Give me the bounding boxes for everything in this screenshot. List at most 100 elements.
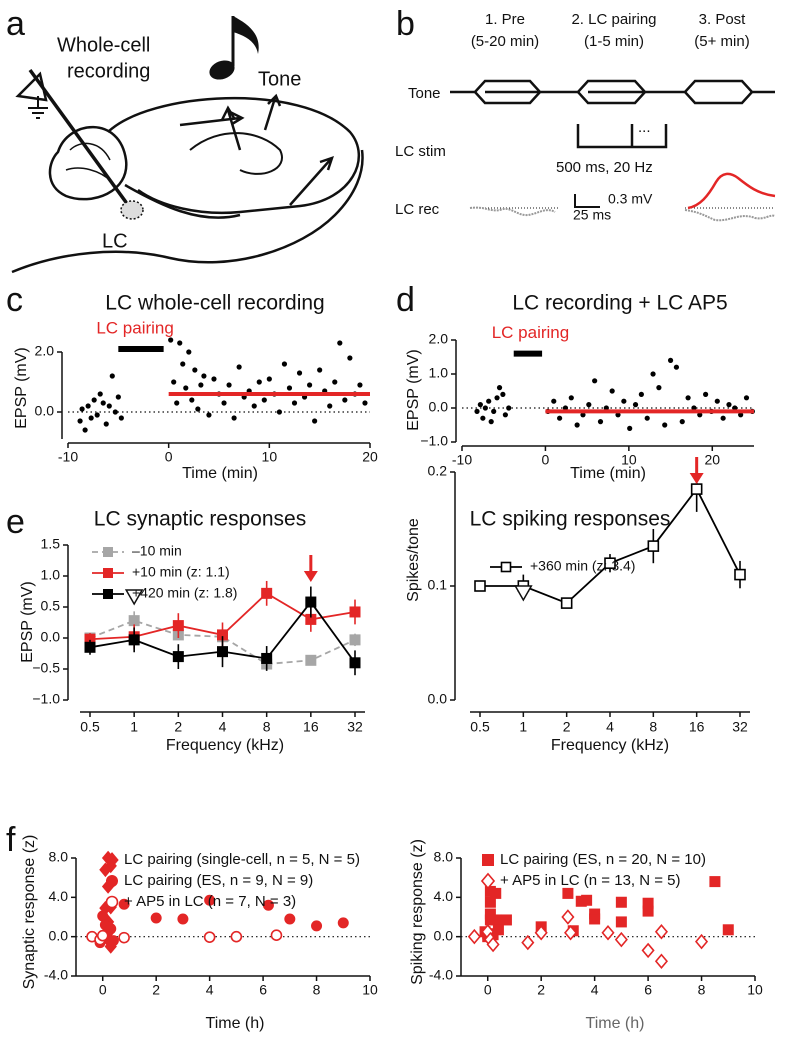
x-tick-label: 20 bbox=[704, 452, 720, 468]
point bbox=[586, 402, 592, 408]
point bbox=[726, 402, 732, 408]
point bbox=[312, 418, 318, 424]
point bbox=[720, 415, 726, 421]
y-axis-label: Synaptic response (z) bbox=[21, 835, 38, 990]
marker bbox=[722, 924, 734, 936]
marker bbox=[261, 587, 273, 599]
x-tick-label: 0 bbox=[99, 982, 107, 998]
point bbox=[91, 397, 97, 403]
point bbox=[206, 412, 212, 418]
scale-label: 25 ms bbox=[573, 207, 611, 223]
x-tick-label: 20 bbox=[362, 449, 378, 465]
x-tick-label: 0 bbox=[484, 982, 492, 998]
point bbox=[106, 403, 112, 409]
point bbox=[168, 337, 174, 343]
marker bbox=[589, 913, 601, 925]
x-tick-label: 32 bbox=[732, 719, 748, 735]
panel-label: d bbox=[396, 281, 415, 319]
marker bbox=[284, 913, 296, 925]
marker bbox=[601, 924, 615, 941]
point bbox=[236, 364, 242, 370]
point bbox=[347, 355, 353, 361]
marker bbox=[270, 929, 283, 941]
marker bbox=[690, 483, 703, 495]
marker bbox=[615, 916, 627, 928]
marker bbox=[349, 634, 361, 646]
y-axis-label: EPSP (mV) bbox=[19, 581, 36, 663]
x-tick-label: 8 bbox=[649, 719, 657, 735]
y-tick-label: 4.0 bbox=[434, 888, 454, 904]
phase-name: 3. Post bbox=[699, 11, 747, 28]
point bbox=[198, 382, 204, 388]
point bbox=[251, 403, 257, 409]
marker bbox=[105, 852, 119, 868]
chart-title: LC synaptic responses bbox=[94, 508, 306, 531]
y-tick-label: 0.5 bbox=[41, 598, 61, 614]
marker bbox=[484, 896, 496, 908]
y-tick-label: 0.0 bbox=[35, 403, 55, 419]
point bbox=[621, 398, 627, 404]
point bbox=[486, 398, 492, 404]
marker bbox=[615, 896, 627, 908]
point bbox=[743, 395, 750, 401]
marker bbox=[562, 887, 574, 899]
post-trace bbox=[687, 172, 776, 210]
panel-label: c bbox=[6, 281, 23, 319]
point bbox=[482, 405, 488, 411]
point bbox=[109, 373, 115, 379]
marker bbox=[492, 924, 504, 936]
x-tick-label: 32 bbox=[347, 719, 363, 735]
marker bbox=[534, 924, 548, 941]
point bbox=[496, 385, 503, 391]
y-tick-label: 0.0 bbox=[41, 629, 61, 645]
marker bbox=[647, 540, 660, 552]
legend-label: LC pairing (ES, n = 20, N = 10) bbox=[500, 851, 706, 868]
x-tick-label: 4 bbox=[606, 719, 614, 735]
chart-title: LC spiking responses bbox=[470, 508, 671, 531]
y-tick-label: −1.0 bbox=[420, 433, 448, 449]
point bbox=[656, 385, 662, 391]
x-axis-label: Frequency (kHz) bbox=[551, 737, 669, 754]
x-tick-label: 16 bbox=[689, 719, 705, 735]
point bbox=[103, 421, 109, 427]
point bbox=[615, 412, 621, 418]
point bbox=[231, 415, 237, 421]
marker bbox=[177, 913, 189, 925]
x-axis-label: Time (h) bbox=[586, 1015, 645, 1032]
point bbox=[256, 379, 262, 385]
point bbox=[738, 412, 744, 418]
point bbox=[112, 409, 118, 415]
point bbox=[276, 409, 282, 415]
headstage bbox=[15, 71, 48, 102]
x-tick-label: 2 bbox=[537, 982, 545, 998]
marker bbox=[230, 930, 243, 943]
marker bbox=[204, 894, 216, 906]
legend-label: +10 min (z: 1.1) bbox=[132, 564, 230, 580]
x-tick-label: 10 bbox=[621, 452, 637, 468]
marker bbox=[106, 875, 118, 887]
point bbox=[480, 415, 486, 421]
ground bbox=[28, 96, 48, 119]
legend-label: + AP5 in LC (n = 7, N = 3) bbox=[124, 893, 296, 910]
panel-label: f bbox=[6, 821, 16, 859]
y-axis-label: Spiking response (z) bbox=[409, 839, 426, 985]
point bbox=[732, 405, 738, 411]
marker bbox=[349, 657, 361, 669]
point bbox=[183, 385, 189, 391]
point bbox=[97, 391, 103, 397]
x-axis-label: Time (min) bbox=[182, 465, 258, 482]
marker bbox=[480, 872, 496, 890]
point bbox=[703, 391, 709, 397]
x-tick-label: 10 bbox=[747, 982, 763, 998]
point bbox=[603, 405, 609, 411]
point bbox=[477, 402, 483, 408]
y-tick-label: −0.5 bbox=[32, 660, 60, 676]
x-tick-label: 6 bbox=[259, 982, 267, 998]
point bbox=[296, 370, 303, 376]
point bbox=[500, 391, 506, 397]
point bbox=[180, 361, 186, 367]
point bbox=[662, 422, 668, 428]
y-tick-label: 1.0 bbox=[429, 365, 449, 381]
point bbox=[667, 357, 674, 363]
